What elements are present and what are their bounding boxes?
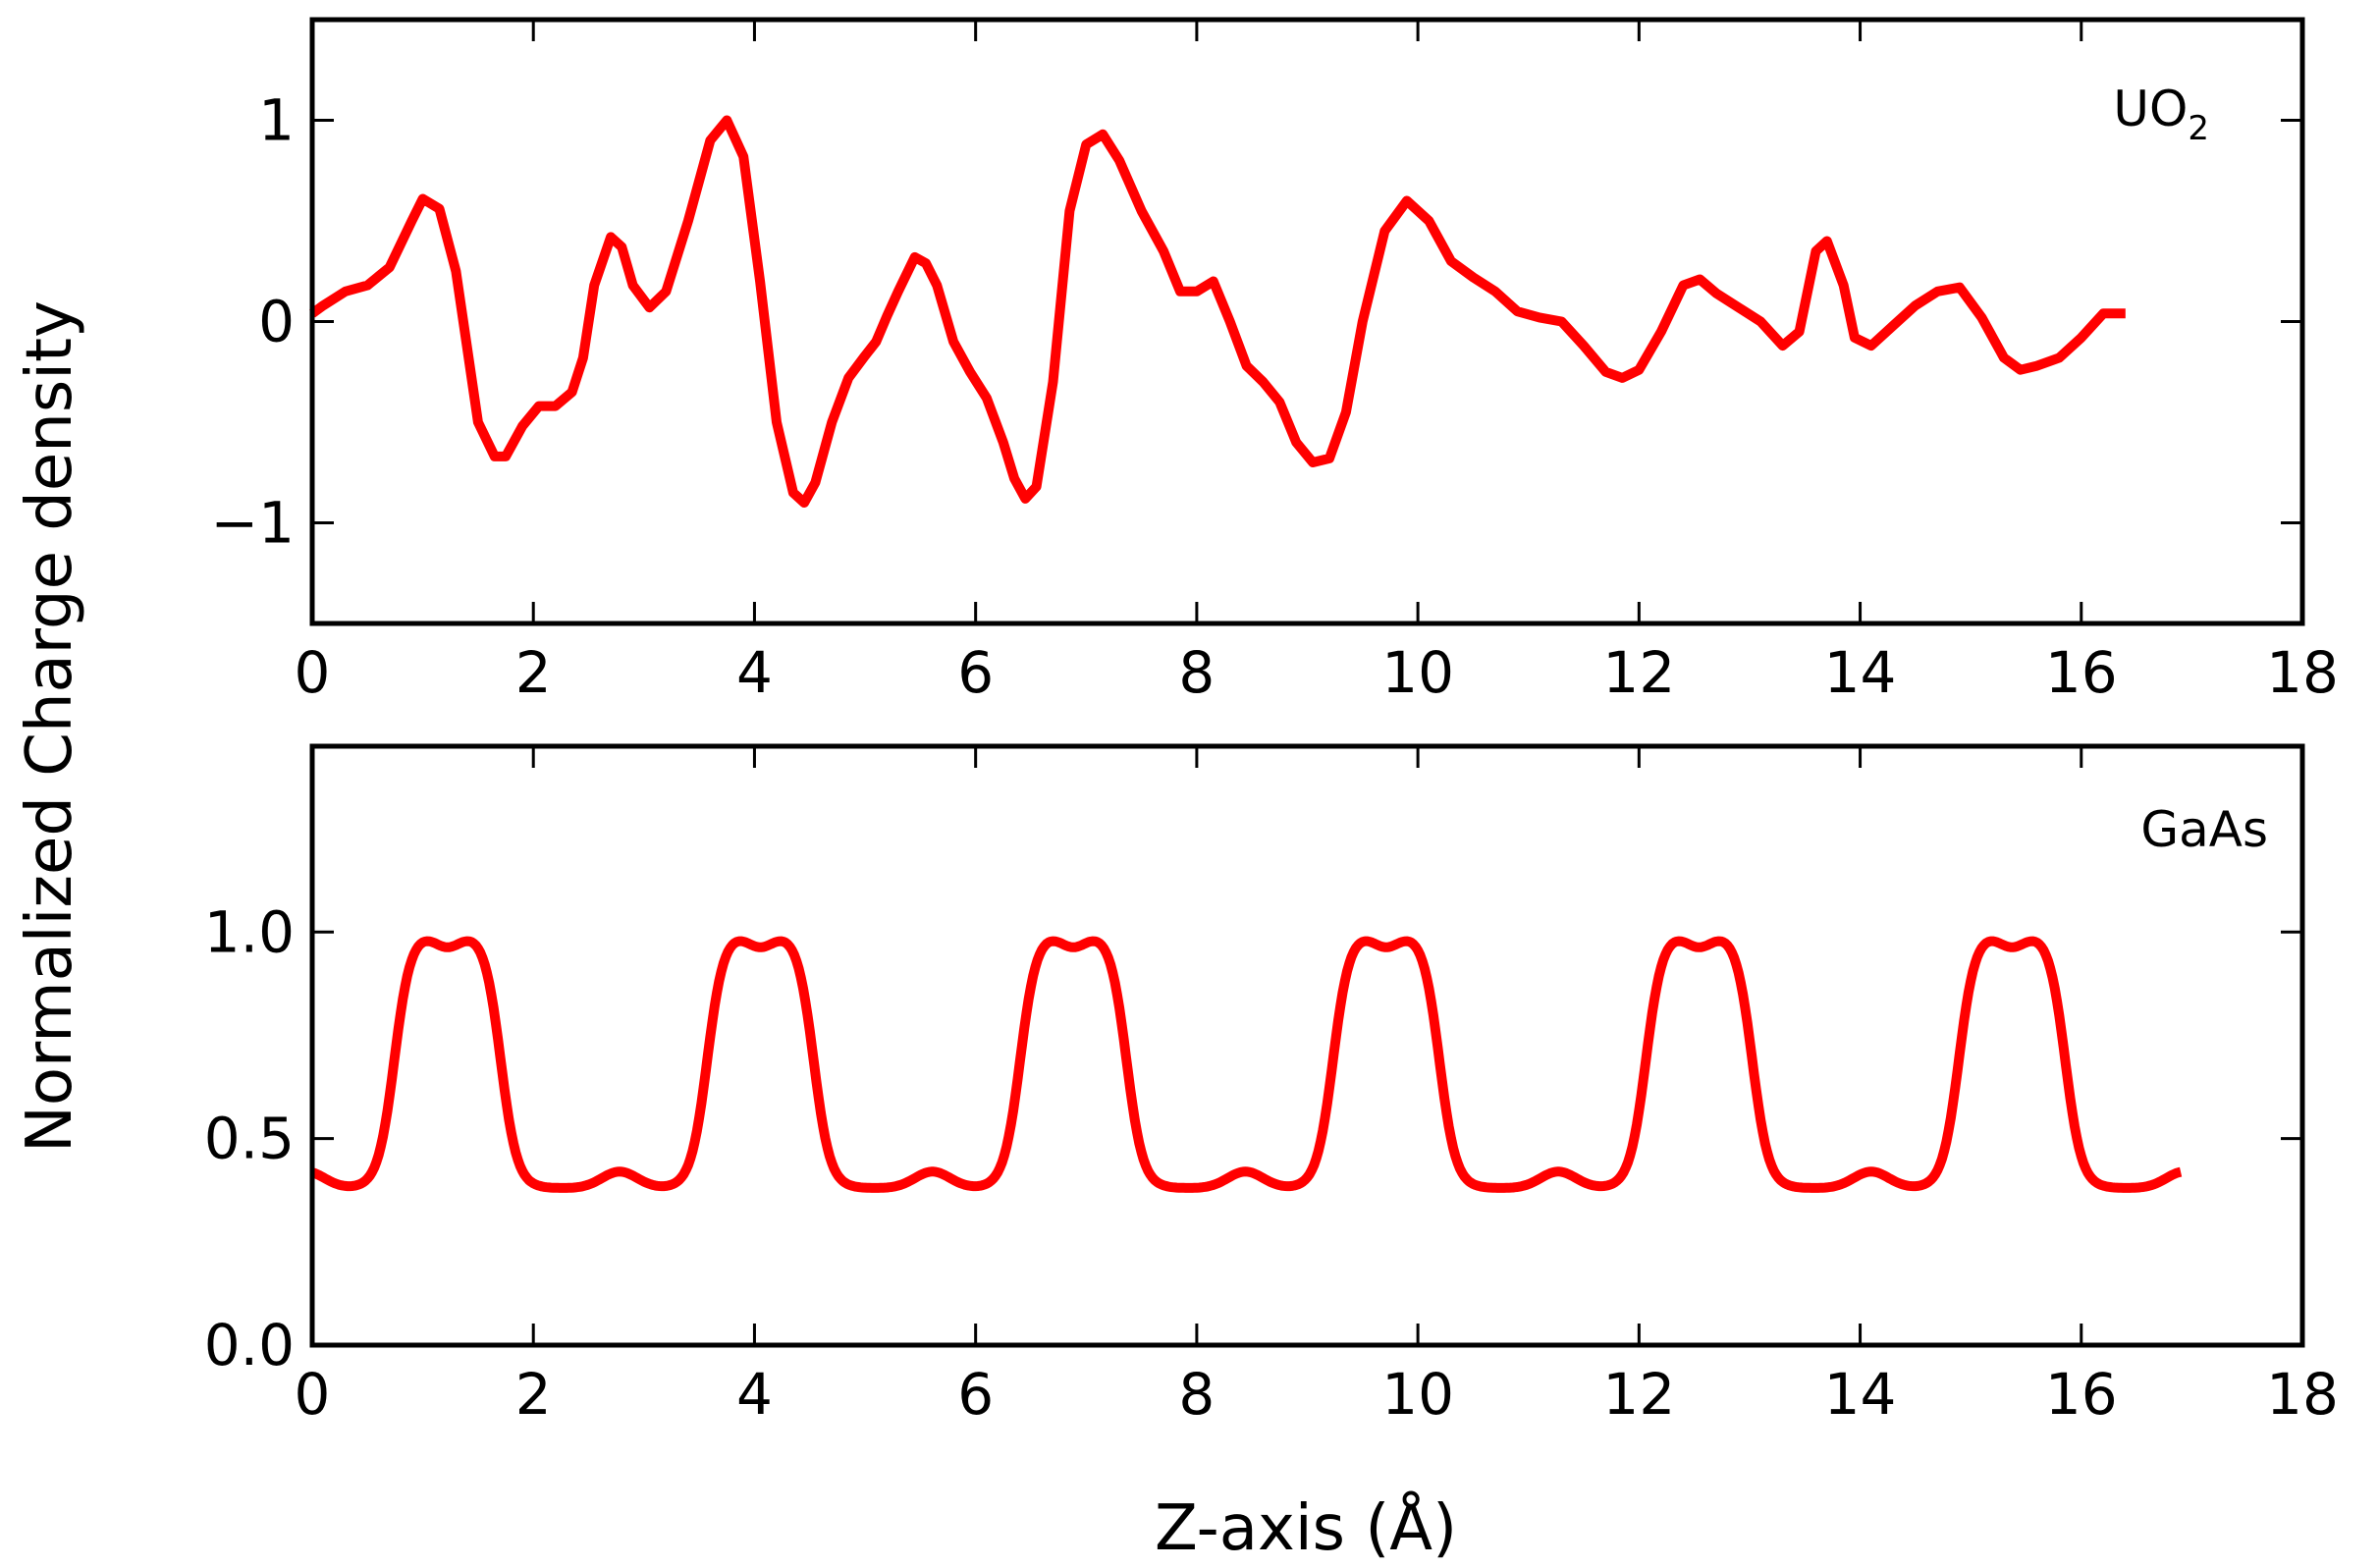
- gaas-panel: 0 2 4 6 8 10 12 14 16 18 0.0 0.5 1.0 GaAs: [204, 743, 2339, 1428]
- gaas-series-line: [309, 936, 2184, 1193]
- uo2-panel: 0 2 4 6 8 10 12 14 16 18 −1 0 1 UO2: [211, 17, 2339, 707]
- uo2-ticks: [310, 20, 2304, 623]
- x-tick-label: 2: [515, 1361, 552, 1428]
- x-tick-label: 16: [2045, 1361, 2118, 1428]
- x-tick-label: 6: [957, 1361, 994, 1428]
- gaas-tick-labels: 0 2 4 6 8 10 12 14 16 18 0.0 0.5 1.0: [204, 898, 2339, 1428]
- x-tick-label: 12: [1602, 1361, 1675, 1428]
- uo2-panel-label: UO2: [2113, 81, 2209, 148]
- x-tick-label: 10: [1381, 639, 1454, 706]
- x-tick-label: 14: [1824, 1361, 1897, 1428]
- y-axis-label: Normalized Charge density: [14, 300, 86, 1153]
- y-tick-label: 1.0: [204, 898, 295, 965]
- y-tick-label: 0: [258, 289, 295, 355]
- uo2-plot-frame: [309, 17, 2305, 626]
- x-tick-label: 16: [2045, 639, 2118, 706]
- x-tick-label: 0: [295, 639, 331, 706]
- gaas-plot-frame: [309, 743, 2305, 1348]
- x-tick-label: 4: [736, 639, 773, 706]
- uo2-tick-labels: 0 2 4 6 8 10 12 14 16 18 −1 0 1: [211, 87, 2339, 707]
- x-axis-label: Z-axis (Å): [1155, 1490, 1457, 1565]
- x-tick-label: 2: [515, 639, 552, 706]
- uo2-series-line: [309, 115, 2126, 508]
- x-tick-label: 12: [1602, 639, 1675, 706]
- x-tick-label: 10: [1381, 1361, 1454, 1428]
- x-tick-label: 4: [736, 1361, 773, 1428]
- x-tick-label: 14: [1824, 639, 1897, 706]
- x-tick-label: 8: [1178, 639, 1215, 706]
- y-tick-label: 0.0: [204, 1312, 295, 1379]
- gaas-ticks: [310, 746, 2304, 1347]
- y-tick-label: −1: [211, 490, 296, 557]
- x-tick-label: 6: [957, 639, 994, 706]
- y-tick-label: 1: [258, 87, 295, 154]
- x-tick-label: 18: [2266, 1361, 2339, 1428]
- y-tick-label: 0.5: [204, 1106, 295, 1172]
- x-tick-label: 0: [295, 1361, 331, 1428]
- gaas-panel-label: GaAs: [2140, 801, 2268, 858]
- x-tick-label: 18: [2266, 639, 2339, 706]
- x-tick-label: 8: [1178, 1361, 1215, 1428]
